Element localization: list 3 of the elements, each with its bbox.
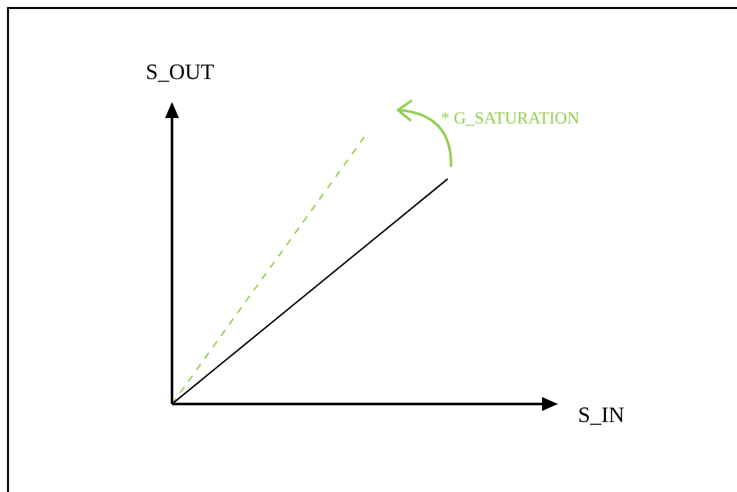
- text: * G_SATURATION: [441, 108, 580, 128]
- x-axis-title: S_IN: [578, 402, 625, 427]
- y-axis-title: S_OUT: [146, 58, 215, 84]
